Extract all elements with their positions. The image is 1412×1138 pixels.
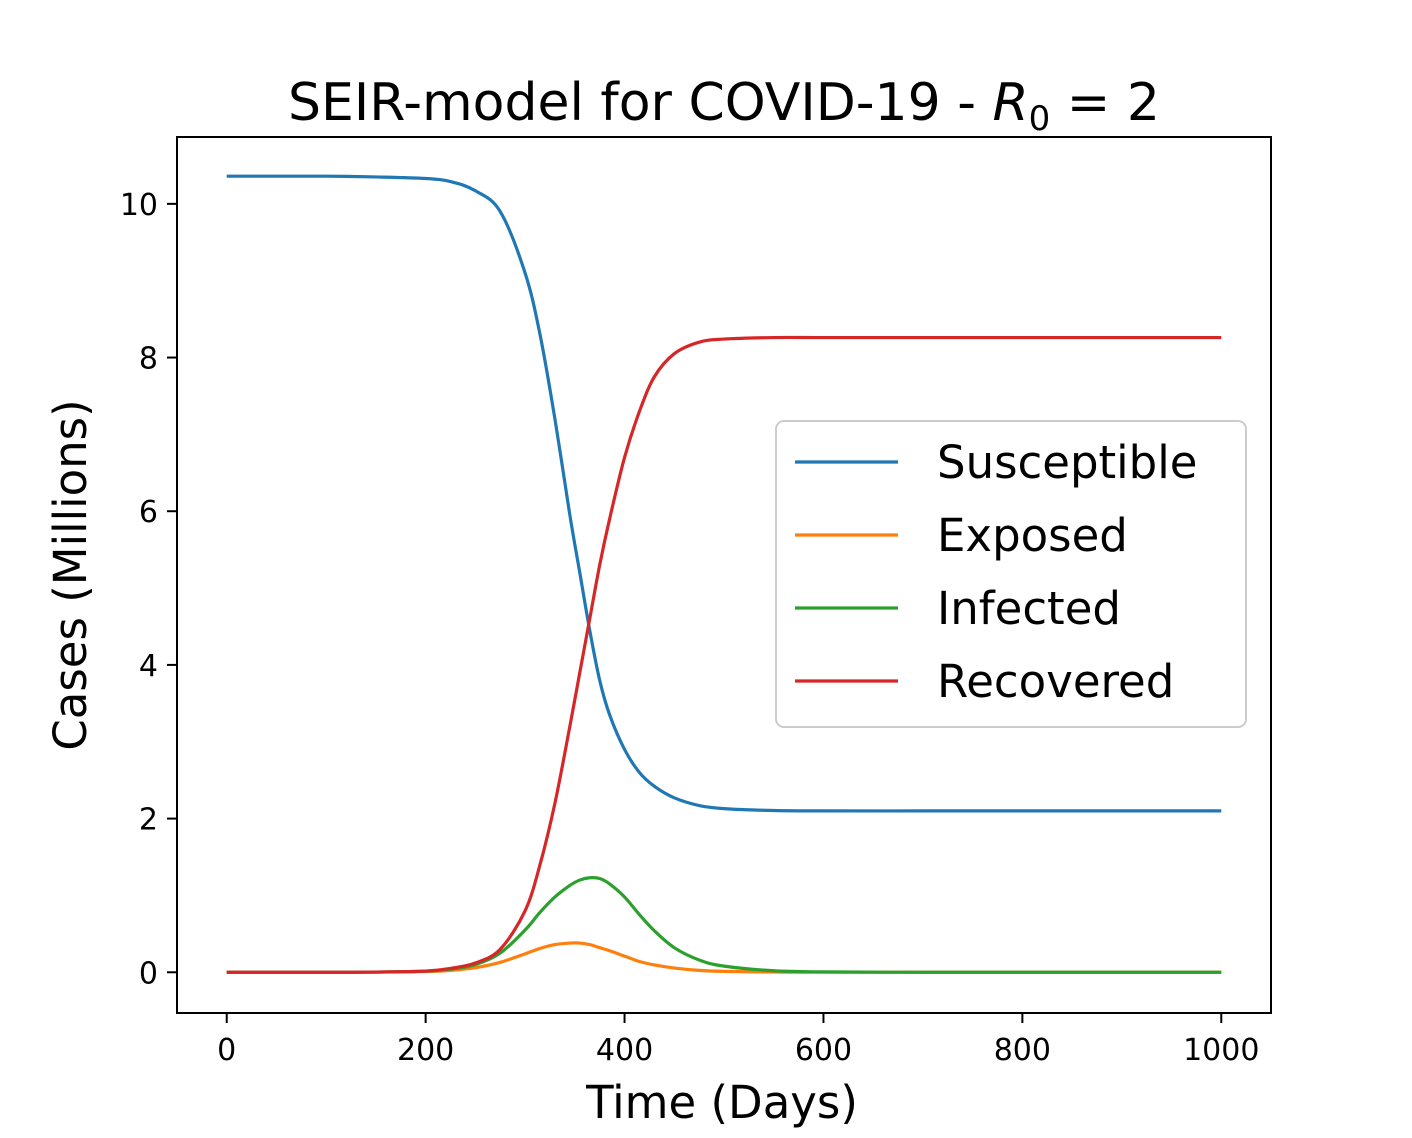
x-axis-label: Time (Days) [585, 1076, 858, 1129]
x-tick-label: 200 [397, 1033, 454, 1068]
series-line-recovered [226, 335, 1222, 974]
x-tick-label: 800 [994, 1033, 1051, 1068]
x-tick-label: 1000 [1183, 1033, 1259, 1068]
legend-label-susceptible: Susceptible [937, 436, 1197, 489]
legend-entries: Susceptible Exposed Infected Recovered [795, 436, 1197, 708]
series-line-exposed [226, 941, 1222, 974]
x-axis-ticks: 0 200 400 600 800 1000 [217, 1013, 1259, 1068]
y-tick-label: 4 [139, 649, 158, 684]
x-tick-label: 0 [217, 1033, 236, 1068]
legend-label-infected: Infected [937, 582, 1121, 635]
y-tick-label: 8 [139, 342, 158, 377]
chart-title: SEIR-model for COVID-19 - R0 = 2 [288, 73, 1160, 139]
legend: Susceptible Exposed Infected Recovered [775, 420, 1247, 728]
y-tick-label: 10 [120, 188, 158, 223]
y-tick-label: 0 [139, 956, 158, 991]
chart-title-prefix: SEIR-model for COVID-19 - [288, 73, 993, 133]
series-line-infected [226, 876, 1222, 974]
chart-title-suffix: = 2 [1050, 73, 1160, 133]
legend-box [775, 420, 1247, 728]
x-tick-label: 400 [596, 1033, 653, 1068]
y-tick-label: 6 [139, 495, 158, 530]
series-lines [226, 174, 1222, 974]
legend-label-recovered: Recovered [937, 655, 1174, 708]
x-tick-label: 600 [795, 1033, 852, 1068]
y-axis-label: Cases (Millions) [44, 399, 97, 750]
legend-label-exposed: Exposed [937, 509, 1128, 562]
y-tick-label: 2 [139, 803, 158, 838]
plot-frame [176, 136, 1272, 1014]
chart-title-subscript: 0 [1029, 99, 1051, 139]
chart-title-symbol: R [993, 73, 1029, 133]
y-axis-ticks: 0 2 4 6 8 10 [120, 188, 177, 991]
series-line-susceptible [226, 174, 1222, 813]
